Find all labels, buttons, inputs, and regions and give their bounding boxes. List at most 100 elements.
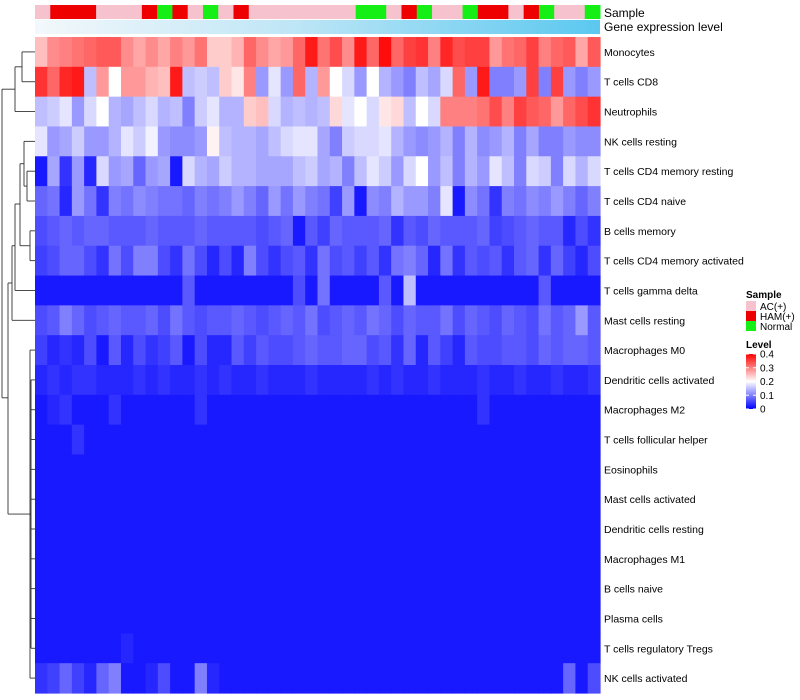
heatmap-cell [391, 394, 405, 426]
heatmap-cell [329, 66, 343, 98]
heatmap-cell [206, 245, 220, 277]
heatmap-cell [366, 514, 380, 545]
heatmap-cell [133, 245, 147, 277]
heatmap-cell [47, 126, 61, 157]
heatmap-cell [305, 245, 319, 277]
heatmap-cell [378, 275, 392, 306]
heatmap-cell [182, 156, 196, 187]
heatmap-cell [501, 633, 515, 664]
heatmap-cell [256, 156, 269, 187]
heatmap-cell [501, 96, 515, 128]
heatmap-cell [587, 66, 601, 98]
heatmap-cell [378, 96, 392, 128]
heatmap-cell [415, 573, 429, 605]
heatmap-cell [538, 484, 552, 515]
heatmap-cell [587, 603, 601, 634]
heatmap-cell [550, 633, 564, 664]
heatmap-cell [550, 603, 564, 634]
heatmap-cell [243, 394, 257, 426]
heatmap-cell [317, 484, 331, 515]
heatmap-cell [575, 365, 589, 396]
heatmap-cell [415, 603, 429, 634]
heatmap-cell [59, 156, 73, 187]
heatmap-cell [514, 663, 527, 694]
heatmap-cell [575, 514, 589, 545]
heatmap-cell [526, 96, 540, 128]
heatmap-cell [587, 633, 601, 664]
heatmap-cell [563, 66, 577, 98]
heatmap-cell [170, 365, 183, 396]
heatmap-cell [428, 215, 441, 247]
heatmap-cell [120, 543, 134, 575]
heatmap-cell [268, 365, 282, 396]
heatmap-cell [403, 394, 417, 426]
heatmap-cell [428, 305, 441, 336]
heatmap-cell [342, 215, 355, 247]
heatmap-cell [587, 365, 601, 396]
heatmap-cell [563, 543, 577, 575]
heatmap-cell [133, 275, 147, 306]
legend-swatch [746, 301, 756, 311]
legend-tick-label: 0.1 [760, 391, 774, 402]
heatmap-cell [108, 454, 122, 485]
heatmap-cell [477, 66, 491, 98]
heatmap-cell [428, 335, 441, 366]
heatmap-cell [133, 335, 147, 366]
heatmap-cell [378, 484, 392, 515]
heatmap-cell [243, 573, 257, 605]
heatmap-cell [354, 275, 368, 306]
heatmap-cell [440, 633, 454, 664]
heatmap-cell [317, 335, 331, 366]
heatmap-cell [47, 454, 61, 485]
heatmap-cell [280, 305, 294, 336]
heatmap-cell [47, 573, 61, 605]
heatmap-cell [391, 365, 405, 396]
heatmap-cell [329, 394, 343, 426]
heatmap-cell [231, 484, 245, 515]
heatmap-cell [317, 663, 331, 694]
heatmap-cell [489, 305, 503, 336]
heatmap-cell [206, 37, 220, 68]
heatmap-cell [464, 394, 478, 426]
heatmap-cell [342, 663, 355, 694]
heatmap-cell [231, 454, 245, 485]
heatmap-cell [256, 424, 269, 456]
heatmap-cell [231, 543, 245, 575]
heatmap-cell [452, 663, 466, 694]
heatmap-cell [440, 275, 454, 306]
heatmap-cell [391, 275, 405, 306]
heatmap-cell [35, 543, 48, 575]
heatmap-cell [157, 96, 171, 128]
heatmap-cell [35, 126, 48, 157]
heatmap-cell [59, 424, 73, 456]
heatmap-cell [182, 454, 196, 485]
sample-annotation-cell [355, 5, 372, 19]
heatmap-cell [428, 633, 441, 664]
heatmap-cell [71, 603, 85, 634]
heatmap-cell [587, 96, 601, 128]
heatmap-cell [452, 96, 466, 128]
heatmap-cell [575, 424, 589, 456]
heatmap-cell [440, 394, 454, 426]
heatmap-cell [170, 514, 183, 545]
heatmap-cell [133, 454, 147, 485]
heatmap-cell [108, 156, 122, 187]
heatmap-cell [514, 633, 527, 664]
heatmap-cell [550, 335, 564, 366]
heatmap-cell [280, 96, 294, 128]
heatmap-cell [133, 66, 147, 98]
heatmap-cell [403, 663, 417, 694]
heatmap-cell [108, 663, 122, 694]
heatmap-cell [391, 126, 405, 157]
heatmap-cell [305, 275, 319, 306]
heatmap-cell [84, 454, 98, 485]
heatmap-cell [464, 66, 478, 98]
heatmap-cell [391, 663, 405, 694]
heatmap-cell [145, 514, 159, 545]
heatmap-cell [514, 394, 527, 426]
heatmap-cell [96, 633, 110, 664]
heatmap-cell [575, 96, 589, 128]
heatmap-cell [35, 66, 48, 98]
heatmap-cell [489, 96, 503, 128]
